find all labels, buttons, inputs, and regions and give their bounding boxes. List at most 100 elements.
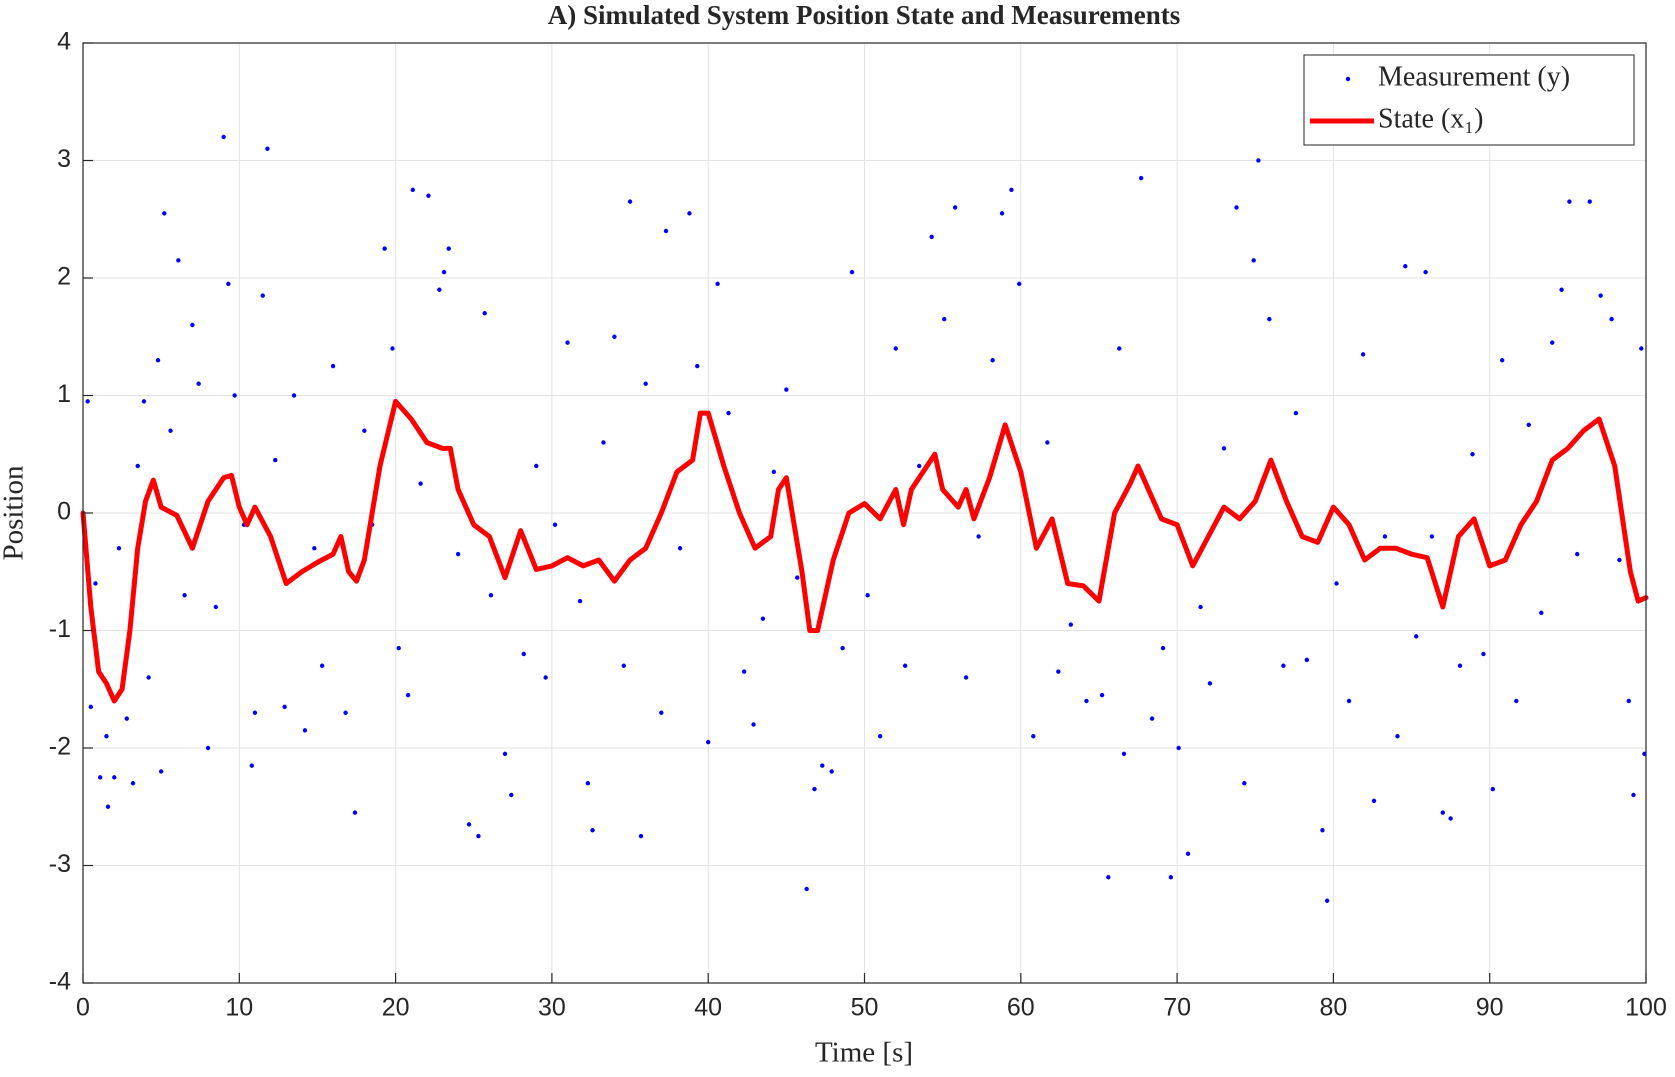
- measurement-point: [751, 722, 756, 727]
- measurement-point: [1395, 734, 1400, 739]
- measurement-point: [1121, 751, 1127, 757]
- measurement-point: [1234, 205, 1239, 210]
- measurement-point: [1626, 698, 1632, 704]
- measurement-point: [795, 575, 800, 580]
- measurement-point: [902, 663, 908, 668]
- measurement-point: [1149, 716, 1155, 721]
- measurement-point: [1587, 199, 1592, 204]
- state-line: [80, 398, 1649, 704]
- x-tick-label: 20: [382, 994, 410, 1022]
- x-tick-label: 90: [1476, 994, 1504, 1022]
- y-tick-label: -2: [49, 733, 71, 761]
- measurement-point: [446, 246, 451, 251]
- measurement-point: [226, 281, 231, 287]
- measurement-point: [509, 792, 514, 798]
- measurement-point: [93, 581, 98, 586]
- measurement-point: [585, 781, 591, 786]
- measurement-point: [1414, 634, 1419, 639]
- measurement-point: [135, 463, 140, 469]
- measurement-point: [1256, 158, 1261, 163]
- measurement-point: [659, 710, 664, 715]
- measurement-point: [97, 775, 103, 780]
- measurement-point: [1346, 698, 1352, 704]
- measurement-point: [1490, 786, 1496, 792]
- measurement-point: [621, 663, 626, 668]
- y-tick-label: 3: [57, 145, 71, 173]
- measurement-point: [352, 810, 358, 815]
- measurement-point: [1423, 269, 1428, 275]
- measurement-point: [1429, 534, 1435, 539]
- measurement-point: [482, 311, 487, 316]
- measurement-point: [221, 134, 226, 140]
- measurement-point: [190, 322, 195, 328]
- measurement-point: [840, 645, 845, 651]
- measurement-point: [663, 228, 669, 234]
- measurement-point: [695, 363, 700, 369]
- measurement-point: [1334, 581, 1339, 586]
- legend-box: [1303, 54, 1635, 146]
- y-tick-label: 2: [57, 263, 71, 291]
- x-tick-label: 70: [1163, 994, 1191, 1022]
- measurement-point: [162, 211, 167, 216]
- x-axis-label: Time [s]: [815, 1037, 913, 1069]
- measurement-point: [1168, 875, 1174, 880]
- measurement-point: [1099, 692, 1105, 698]
- measurement-point: [130, 781, 136, 786]
- measurement-point: [455, 551, 461, 557]
- measurement-point: [1304, 657, 1310, 663]
- measurement-point: [362, 428, 367, 433]
- measurement-point: [627, 199, 633, 204]
- measurement-point: [1221, 446, 1227, 451]
- measurement-point: [643, 381, 648, 386]
- measurement-point: [1031, 734, 1036, 739]
- measurement-point: [441, 269, 447, 275]
- measurement-point: [1198, 604, 1203, 610]
- measurement-point: [638, 833, 644, 839]
- measurement-point: [265, 146, 270, 151]
- measurement-point: [396, 645, 401, 651]
- measurement-point: [104, 734, 109, 739]
- measurement-point: [952, 205, 958, 210]
- measurement-point: [343, 710, 348, 715]
- measurement-point: [726, 410, 731, 416]
- measurement-point: [1106, 875, 1111, 880]
- axes-box: [82, 42, 1647, 984]
- measurement-point: [1470, 452, 1475, 457]
- measurement-point: [820, 763, 825, 768]
- measurement-point: [1639, 346, 1644, 351]
- measurement-point: [1324, 898, 1330, 903]
- measurement-point: [577, 598, 583, 604]
- measurement-point: [1320, 828, 1325, 833]
- measurement-point: [963, 675, 969, 680]
- measurement-point: [1567, 199, 1572, 204]
- y-tick-label: 1: [57, 380, 71, 408]
- y-tick-label: -4: [49, 968, 71, 996]
- x-tick-label: 30: [538, 994, 566, 1022]
- measurement-point: [877, 734, 883, 739]
- measurement-point: [437, 287, 442, 292]
- measurement-point: [1009, 187, 1014, 193]
- measurement-point: [1267, 316, 1272, 322]
- measurement-point: [565, 340, 570, 345]
- legend-label: State (x₁): [1378, 103, 1483, 134]
- measurement-point: [706, 739, 711, 745]
- measurement-point: [476, 833, 481, 839]
- measurement-point: [612, 334, 617, 339]
- y-tick-label: 0: [57, 498, 71, 526]
- measurement-point: [390, 346, 395, 351]
- measurement-point: [590, 828, 595, 833]
- measurement-point: [426, 193, 431, 198]
- measurement-point: [534, 463, 539, 469]
- measurement-point: [1500, 358, 1505, 363]
- measurement-point: [1609, 316, 1614, 322]
- measurement-point: [1598, 293, 1603, 298]
- x-tick-label: 80: [1319, 994, 1347, 1022]
- measurement-point: [687, 211, 692, 216]
- measurement-point: [1045, 440, 1050, 445]
- measurement-point: [260, 293, 265, 298]
- measurement-point: [466, 822, 472, 827]
- y-tick-label: -3: [49, 850, 71, 878]
- measurement-point: [418, 481, 423, 486]
- measurement-point: [1185, 851, 1191, 856]
- measurement-point: [1575, 551, 1580, 557]
